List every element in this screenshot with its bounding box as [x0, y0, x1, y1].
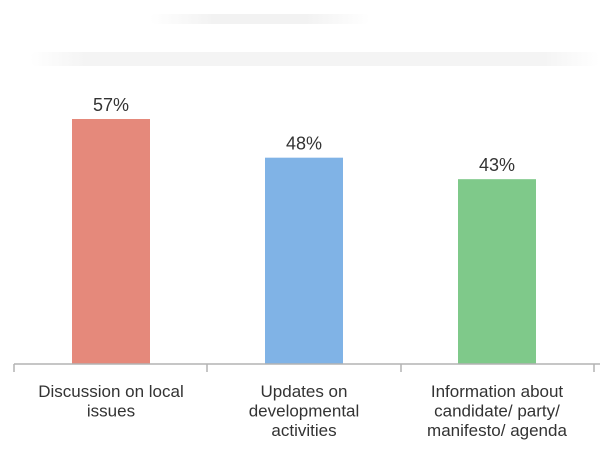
x-axis-ticks	[13, 364, 595, 372]
category-label-line: activities	[271, 421, 336, 440]
category-label-line: developmental	[249, 402, 360, 421]
category-label-line: Discussion on local	[38, 382, 184, 401]
category-label-line: Updates on	[261, 382, 348, 401]
value-label-2: 48%	[286, 134, 322, 154]
category-label-line: Information about	[431, 382, 564, 401]
faded-subtitle	[30, 52, 600, 66]
category-label-2: Updates on developmental activities	[249, 382, 360, 440]
category-labels-layer: Discussion on local issues Updates on devel…	[38, 382, 567, 440]
bars-layer	[72, 119, 536, 364]
category-label-1: Discussion on local issues	[38, 382, 184, 421]
value-label-3: 43%	[479, 155, 515, 175]
category-label-line: candidate/ party/	[434, 402, 560, 421]
category-label-3: Information about candidate/ party/manife…	[427, 382, 567, 440]
bar-1	[72, 119, 150, 364]
bar-2	[265, 157, 343, 364]
value-labels-layer: 57% 48% 43%	[93, 95, 515, 175]
category-label-line: issues	[87, 402, 135, 421]
bar-3	[458, 179, 536, 364]
value-label-1: 57%	[93, 95, 129, 115]
faded-title	[150, 14, 370, 24]
category-label-line: manifesto/ agenda	[427, 421, 567, 440]
